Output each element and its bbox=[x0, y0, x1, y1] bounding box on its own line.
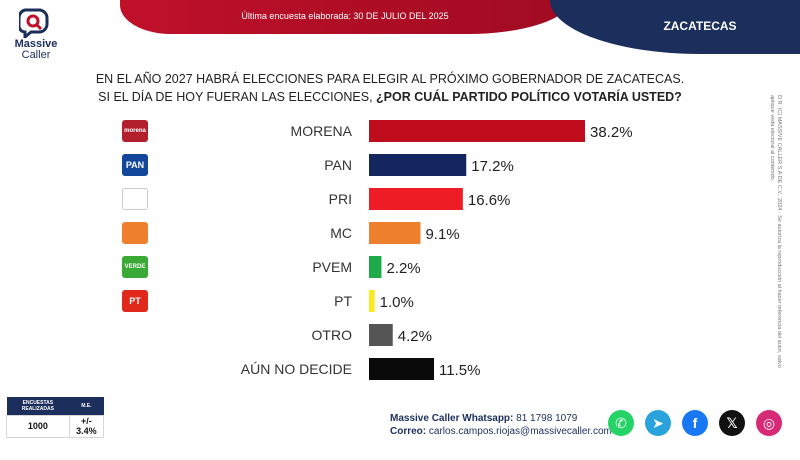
morena-logo-icon: morena bbox=[122, 120, 148, 142]
value-label: 16.6% bbox=[468, 192, 511, 209]
question-line-2: SI EL DÍA DE HOY FUERAN LAS ELECCIONES, … bbox=[60, 88, 720, 106]
margin-error-header: M.E. bbox=[69, 397, 104, 415]
value-label: 11.5% bbox=[439, 362, 480, 379]
state-banner: ZACATECAS bbox=[550, 0, 800, 54]
category-label: PAN bbox=[324, 157, 352, 173]
category-label: MORENA bbox=[291, 123, 353, 139]
bar bbox=[369, 290, 375, 312]
mc-logo-icon bbox=[122, 222, 148, 244]
surveys-header: ENCUESTAS REALIZADAS bbox=[6, 397, 70, 415]
bar bbox=[369, 358, 435, 380]
bar bbox=[369, 188, 463, 210]
massive-caller-logo-icon bbox=[19, 8, 49, 38]
pri-logo-icon bbox=[122, 188, 148, 210]
logo-text-caller: Caller bbox=[21, 49, 51, 61]
email-address[interactable]: carlos.campos.riojas@massivecaller.com bbox=[428, 426, 612, 437]
whatsapp-number[interactable]: 81 1798 1079 bbox=[516, 413, 578, 424]
category-label: OTRO bbox=[312, 327, 353, 343]
category-label: MC bbox=[330, 225, 352, 241]
survey-question: EN EL AÑO 2027 HABRÁ ELECCIONES PARA ELE… bbox=[60, 70, 720, 106]
pvem-logo-icon: VERDE bbox=[122, 256, 148, 278]
category-label: AÚN NO DECIDE bbox=[241, 361, 352, 377]
bar bbox=[369, 120, 585, 142]
margin-error-value: +/- 3.4% bbox=[68, 414, 105, 438]
surveys-value: 1000 bbox=[6, 414, 70, 438]
category-label: PT bbox=[334, 293, 352, 309]
massive-caller-logo: Massive Caller bbox=[6, 6, 66, 62]
category-label: PRI bbox=[329, 191, 352, 207]
value-label: 2.2% bbox=[386, 260, 420, 277]
question-line-2-plain: SI EL DÍA DE HOY FUERAN LAS ELECCIONES, bbox=[98, 90, 377, 104]
value-label: 1.0% bbox=[380, 294, 414, 311]
instagram-icon[interactable]: ◎ bbox=[756, 410, 782, 436]
value-label: 4.2% bbox=[398, 328, 432, 345]
x-icon[interactable]: 𝕏 bbox=[719, 410, 745, 436]
facebook-icon[interactable]: f bbox=[682, 410, 708, 436]
telegram-icon[interactable]: ➤ bbox=[645, 410, 671, 436]
vote-intention-bar-chart: MORENA 38.2% PAN 17.2% PRI 16.6% MC 9.1% PVEM 2.2… bbox=[241, 120, 633, 380]
pan-logo-icon: PAN bbox=[122, 154, 148, 176]
category-label: PVEM bbox=[312, 259, 352, 275]
value-label: 38.2% bbox=[590, 124, 633, 141]
email-label: Correo: bbox=[390, 426, 427, 437]
state-name: ZACATECAS bbox=[663, 19, 737, 33]
social-links: ✆ ➤ f 𝕏 ◎ bbox=[608, 410, 782, 436]
survey-date-text: Última encuesta elaborada: 30 DE JULIO D… bbox=[241, 11, 449, 21]
whatsapp-icon[interactable]: ✆ bbox=[608, 410, 634, 436]
question-line-2-bold: ¿POR CUÁL PARTIDO POLÍTICO VOTARÍA USTED… bbox=[376, 90, 682, 104]
pt-logo-icon: PT bbox=[122, 290, 148, 312]
bar bbox=[369, 324, 393, 346]
survey-info-table: ENCUESTAS REALIZADAS M.E. 1000 +/- 3.4% bbox=[6, 397, 105, 438]
value-label: 9.1% bbox=[425, 226, 459, 243]
question-line-1: EN EL AÑO 2027 HABRÁ ELECCIONES PARA ELE… bbox=[95, 72, 685, 86]
value-label: 17.2% bbox=[471, 158, 514, 175]
bar bbox=[369, 256, 382, 278]
bar bbox=[369, 222, 421, 244]
bar bbox=[369, 154, 467, 176]
survey-date-banner: Última encuesta elaborada: 30 DE JULIO D… bbox=[120, 0, 570, 34]
logo-text-massive: Massive bbox=[14, 38, 58, 50]
contact-info: Massive Caller Whatsapp: 81 1798 1079 Co… bbox=[390, 412, 612, 438]
whatsapp-label: Massive Caller Whatsapp: bbox=[390, 413, 514, 424]
copyright-note: D.R. (C) MASSIVE CALLER S.A DE C.V., 202… bbox=[769, 95, 782, 368]
